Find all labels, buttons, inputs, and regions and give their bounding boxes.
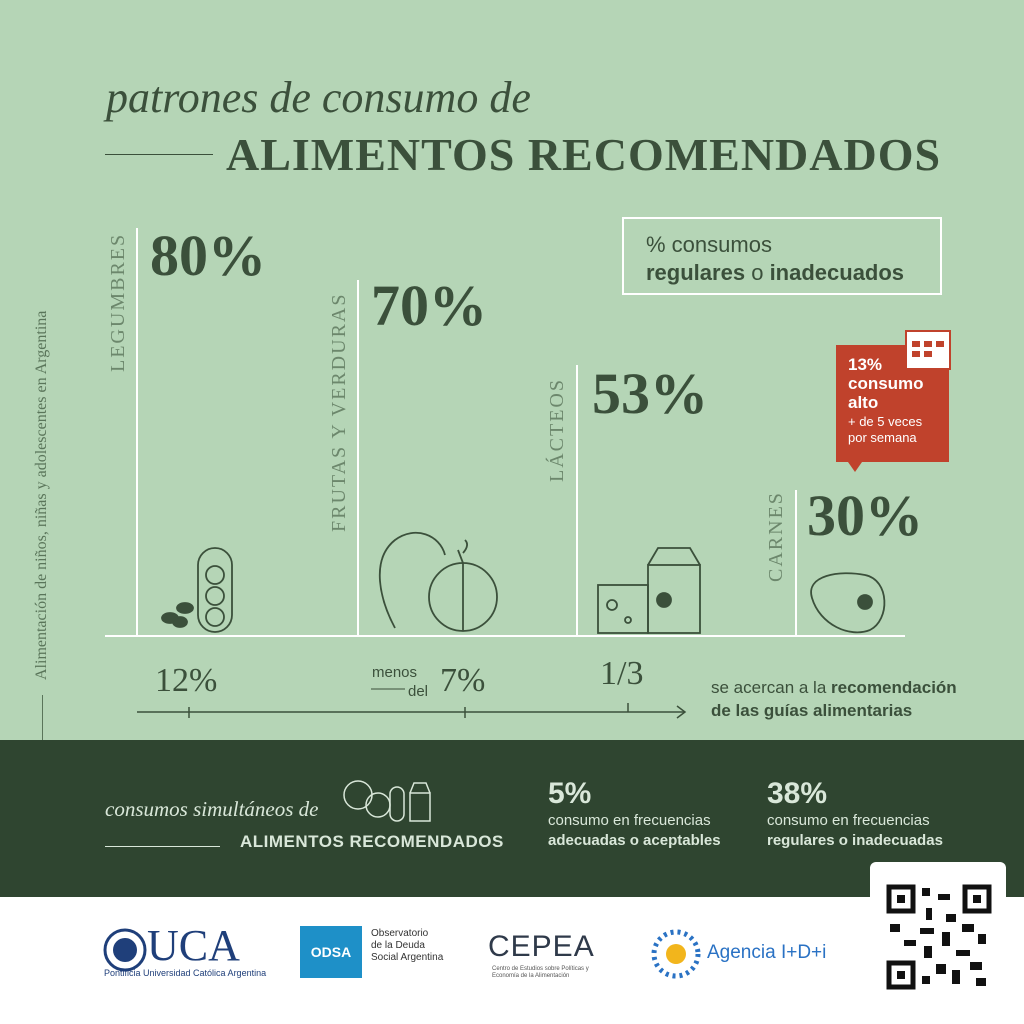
band-title: ALIMENTOS RECOMENDADOS [240, 832, 504, 851]
near-prefix: menos [372, 664, 418, 681]
cepea-logo: CEPEA [488, 930, 595, 963]
qr-code [886, 884, 992, 990]
title: ALIMENTOS RECOMENDADOS [226, 129, 942, 180]
stat-percent: 5% [548, 777, 592, 810]
stat-text: consumo en frecuencias [767, 812, 930, 829]
recommendation-text: se acercan a la [711, 678, 827, 697]
legend-box: % consumos regulares o inadecuados [622, 217, 942, 295]
callout: 13% consumo alto + de 5 veces por semana [836, 345, 949, 462]
legume-icon [161, 547, 233, 633]
agencia-logo: Agencia I+D+i [707, 942, 827, 963]
legend-text: regulares o inadecuados [646, 259, 940, 287]
legend-text: % consumos [646, 232, 772, 257]
odsa-text: Social Argentina [371, 952, 444, 963]
kicker: patrones de consumo de [106, 73, 531, 122]
dairy-icon [597, 547, 701, 634]
group-percent: 80% [150, 223, 266, 288]
odsa-text: de la Deuda [371, 940, 425, 951]
band-kicker: consumos simultáneos de [105, 797, 319, 821]
callout-title: consumo alto [848, 374, 924, 412]
column-line [576, 365, 578, 636]
baseline [105, 635, 905, 637]
band-icons [343, 780, 431, 822]
rule [105, 846, 220, 847]
cepea-sub: Centro de Estudios sobre Políticas y Eco… [492, 966, 589, 979]
group-percent: 53% [592, 361, 708, 426]
near-value: 7% [440, 662, 486, 699]
stat-text: regulares o inadecuadas [767, 832, 943, 849]
group-percent: 70% [371, 273, 487, 338]
recommendation: se acercan a la recomendación de las guí… [711, 676, 957, 722]
legend-strong: regulares [646, 260, 746, 285]
odsa-logo: ODSA [300, 926, 362, 978]
rule [42, 695, 43, 740]
stat-text: adecuadas o aceptables [548, 832, 721, 849]
stat-text: consumo en frecuencias [548, 812, 711, 829]
icons [137, 531, 886, 719]
rule [105, 154, 213, 155]
near-value: 12% [155, 662, 218, 699]
footer [0, 897, 1024, 1024]
agencia-icon [651, 929, 701, 979]
callout-note: por semana [848, 430, 917, 445]
dark-band [0, 740, 1024, 897]
legend-strong: inadecuados [769, 260, 905, 285]
near-value: 1/3 [600, 655, 644, 692]
uca-logo: UCA [147, 921, 240, 970]
callout-decor [848, 330, 951, 472]
column-line [795, 490, 797, 636]
column-line [357, 280, 359, 636]
recommendation-strong: de las guías alimentarias [711, 701, 913, 720]
odsa-text: Observatorio [371, 928, 429, 939]
callout-percent: 13% [848, 355, 883, 374]
recommendation-strong: recomendación [831, 678, 957, 697]
arrow-axis [137, 703, 687, 719]
meat-icon [810, 572, 886, 634]
column-line [136, 228, 138, 636]
callout-note: + de 5 veces [848, 414, 923, 429]
near-prefix: del [408, 683, 429, 700]
group-percent: 30% [807, 483, 923, 548]
fruit-veg-icon [378, 531, 498, 632]
uca-seal [103, 928, 147, 972]
legend-text: o [751, 260, 764, 285]
uca-sub: Pontificia Universidad Católica Argentin… [104, 968, 267, 978]
stat-percent: 38% [767, 777, 828, 810]
odsa-sub: Observatorio de la Deuda Social Argentina [371, 928, 443, 964]
